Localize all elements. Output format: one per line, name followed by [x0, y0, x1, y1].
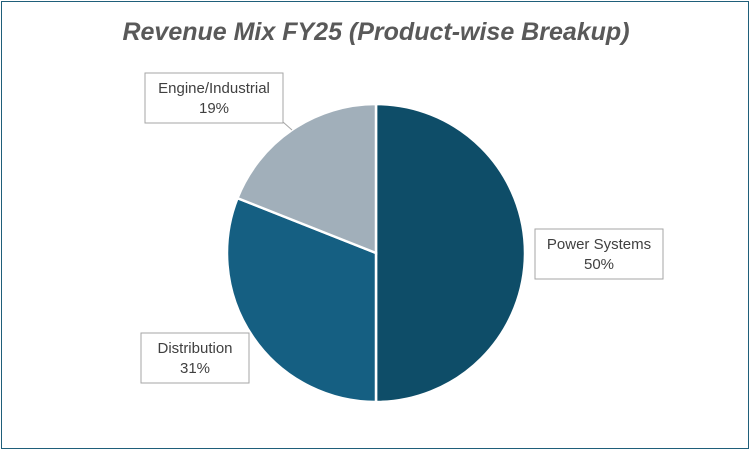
pie-slice-engine-industrial [235, 102, 378, 255]
chart-title: Revenue Mix FY25 (Product-wise Breakup) [122, 18, 630, 46]
data-label-power-systems: Power Systems 50% [534, 228, 664, 280]
data-label-category: Engine/Industrial [158, 80, 270, 97]
leader-line [282, 121, 293, 131]
data-label-category: Distribution [157, 340, 232, 357]
data-label-value: 31% [180, 360, 210, 377]
data-label-value: 19% [199, 100, 229, 117]
data-label-distribution: Distribution 31% [140, 332, 250, 384]
data-label-engine-industrial: Engine/Industrial 19% [144, 72, 284, 124]
data-label-category: Power Systems [547, 236, 651, 253]
data-label-value: 50% [584, 256, 614, 273]
pie-slice-power-systems [374, 102, 527, 404]
pie-slice-distribution [225, 196, 378, 404]
